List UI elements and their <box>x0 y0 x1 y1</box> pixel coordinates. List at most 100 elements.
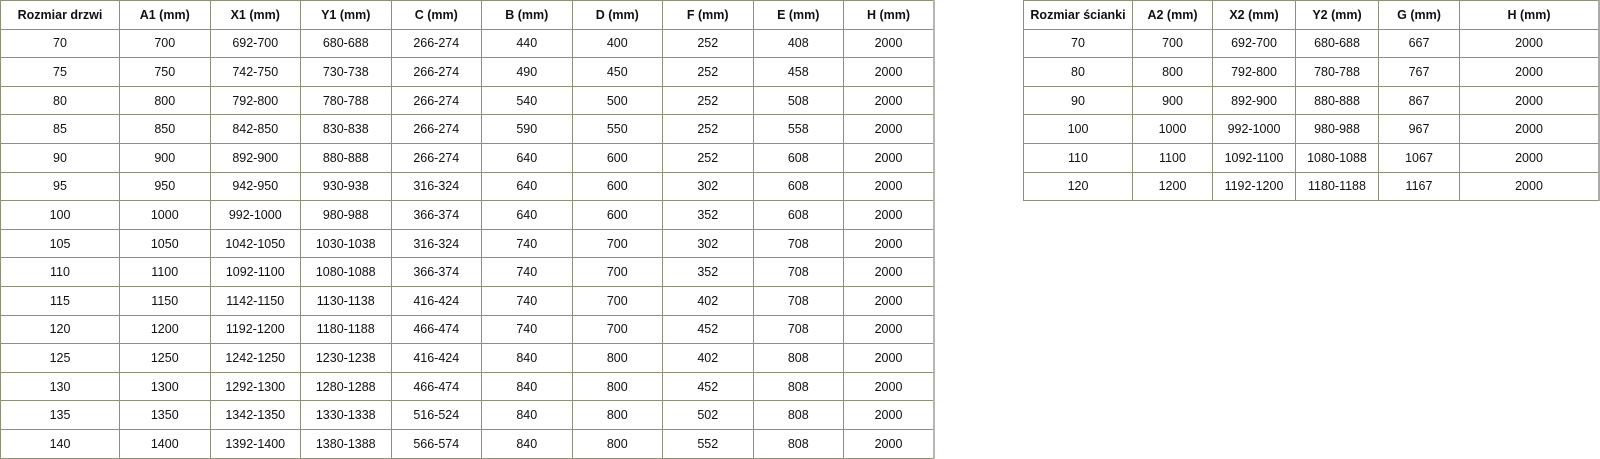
table-cell: 252 <box>662 28 754 59</box>
table-cell: 600 <box>571 200 663 230</box>
table-cell: 808 <box>752 400 844 430</box>
table-cell: 252 <box>662 85 754 116</box>
column-header: Y1 (mm) <box>300 0 392 30</box>
table-cell: 700 <box>571 228 663 259</box>
table-cell: 100 <box>1023 114 1133 144</box>
table-row: 80 800 792-800 780-788 266-274 540 500 252 508 20… <box>0 85 935 116</box>
table-cell: 500 <box>571 85 663 116</box>
table-cell: 900 <box>119 142 211 173</box>
table-cell: 967 <box>1378 114 1460 144</box>
table-row: 100 1000 992-1000 980-988 366-374 640 600 352 60… <box>0 200 935 230</box>
table-cell: 708 <box>752 257 844 287</box>
table-row: 85 850 842-850 830-838 266-274 590 550 252 558 20… <box>0 114 935 144</box>
table-cell: 2000 <box>843 57 935 87</box>
table-cell: 1100 <box>119 257 211 287</box>
table-cell: 1000 <box>1132 114 1213 144</box>
table-row: 95 950 942-950 930-938 316-324 640 600 302 608 20… <box>0 171 935 202</box>
table-cell: 992-1000 <box>209 200 301 230</box>
table-cell: 352 <box>662 200 754 230</box>
table-cell: 2000 <box>843 228 935 259</box>
table-cell: 110 <box>0 257 120 287</box>
table-cell: 1092-1100 <box>209 257 301 287</box>
table-cell: 1192-1200 <box>209 314 301 345</box>
table-cell: 402 <box>662 285 754 316</box>
table-cell: 750 <box>119 57 211 87</box>
table-cell: 90 <box>0 142 120 173</box>
table-cell: 452 <box>662 371 754 402</box>
table-cell: 692-700 <box>209 28 301 59</box>
table-cell: 85 <box>0 114 120 144</box>
column-header: Rozmiar drzwi <box>0 0 120 30</box>
table-cell: 266-274 <box>390 85 482 116</box>
table-cell: 2000 <box>1459 57 1600 87</box>
table-cell: 2000 <box>843 85 935 116</box>
table-cell: 640 <box>481 200 573 230</box>
table-cell: 2000 <box>843 142 935 173</box>
column-header: G (mm) <box>1378 0 1460 30</box>
table-cell: 1350 <box>119 400 211 430</box>
table-cell: 2000 <box>843 28 935 59</box>
table-cell: 552 <box>662 428 754 459</box>
table-cell: 550 <box>571 114 663 144</box>
table-cell: 1067 <box>1378 142 1460 173</box>
table-cell: 408 <box>752 28 844 59</box>
table-cell: 1192-1200 <box>1212 171 1296 202</box>
table-cell: 700 <box>1132 28 1213 59</box>
table-cell: 125 <box>0 343 120 373</box>
table-cell: 516-524 <box>390 400 482 430</box>
table-cell: 302 <box>662 228 754 259</box>
table-cell: 1150 <box>119 285 211 316</box>
table-cell: 120 <box>0 314 120 345</box>
table-cell: 850 <box>119 114 211 144</box>
table-cell: 416-424 <box>390 343 482 373</box>
table-cell: 252 <box>662 114 754 144</box>
table-cell: 540 <box>481 85 573 116</box>
door-size-table: Rozmiar drzwi A1 (mm) X1 (mm) Y1 (mm) C (mm)… <box>0 0 935 459</box>
table-cell: 2000 <box>843 257 935 287</box>
table-cell: 1242-1250 <box>209 343 301 373</box>
column-header: A2 (mm) <box>1132 0 1213 30</box>
table-cell: 800 <box>571 400 663 430</box>
table-cell: 2000 <box>1459 171 1600 202</box>
column-header: F (mm) <box>662 0 754 30</box>
table-cell: 95 <box>0 171 120 202</box>
table-cell: 490 <box>481 57 573 87</box>
table-cell: 266-274 <box>390 28 482 59</box>
table-cell: 1080-1088 <box>1295 142 1379 173</box>
table-cell: 110 <box>1023 142 1133 173</box>
table-cell: 840 <box>481 343 573 373</box>
table-cell: 840 <box>481 400 573 430</box>
column-header: B (mm) <box>481 0 573 30</box>
table-cell: 452 <box>662 314 754 345</box>
table-row: 75 750 742-750 730-738 266-274 490 450 252 458 20… <box>0 57 935 87</box>
table-cell: 558 <box>752 114 844 144</box>
table-row: 90 900 892-900 880-888 867 2000 <box>1023 85 1600 116</box>
table-cell: 708 <box>752 314 844 345</box>
table-cell: 2000 <box>843 171 935 202</box>
table-cell: 566-574 <box>390 428 482 459</box>
table-row: 130 1300 1292-1300 1280-1288 466-474 840 800 45… <box>0 371 935 402</box>
table-row: 120 1200 1192-1200 1180-1188 1167 2000 <box>1023 171 1600 202</box>
table-cell: 730-738 <box>300 57 392 87</box>
table-cell: 1180-1188 <box>300 314 392 345</box>
table-cell: 700 <box>571 314 663 345</box>
table-cell: 1130-1138 <box>300 285 392 316</box>
table-cell: 740 <box>481 314 573 345</box>
wall-size-table: Rozmiar ścianki A2 (mm) X2 (mm) Y2 (mm) G (m… <box>1023 0 1600 202</box>
column-header: Y2 (mm) <box>1295 0 1379 30</box>
table-cell: 840 <box>481 371 573 402</box>
table-cell: 2000 <box>843 371 935 402</box>
table-cell: 115 <box>0 285 120 316</box>
table-cell: 1030-1038 <box>300 228 392 259</box>
table-row: 70 700 692-700 680-688 667 2000 <box>1023 28 1600 59</box>
table-cell: 266-274 <box>390 114 482 144</box>
table-cell: 1200 <box>119 314 211 345</box>
table-cell: 266-274 <box>390 57 482 87</box>
table-cell: 1230-1238 <box>300 343 392 373</box>
column-header: D (mm) <box>571 0 663 30</box>
column-header: H (mm) <box>843 0 935 30</box>
table-cell: 700 <box>119 28 211 59</box>
table-cell: 2000 <box>843 285 935 316</box>
column-header: C (mm) <box>390 0 482 30</box>
table-cell: 1280-1288 <box>300 371 392 402</box>
